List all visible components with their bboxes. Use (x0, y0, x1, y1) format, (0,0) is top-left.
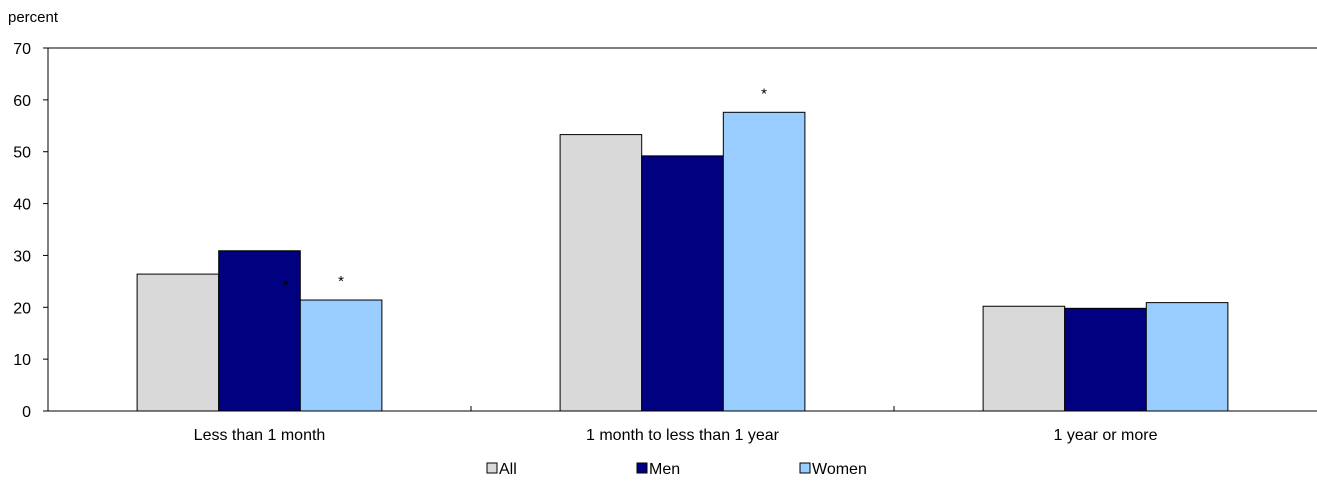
legend: All Men Women (486, 461, 867, 478)
x-tick-label: Less than 1 month (194, 427, 326, 444)
y-axis-ticks: 0 10 20 30 40 50 60 70 (13, 41, 48, 421)
y-tick-label: 50 (13, 145, 31, 162)
axes (47, 47, 1317, 412)
bar-men-2 (1064, 307, 1147, 412)
bars (136, 111, 1229, 412)
x-tick-label: 1 year or more (1053, 427, 1157, 444)
legend-swatch-men (636, 462, 648, 474)
legend-label-all: All (499, 461, 517, 478)
legend-label-men: Men (649, 461, 680, 478)
significance-marker: * (338, 273, 344, 290)
y-tick-label: 30 (13, 248, 31, 265)
bar-women-0 (299, 299, 383, 412)
y-tick-label: 0 (22, 404, 31, 421)
bar-women-2 (1145, 302, 1229, 412)
bar-all-0 (136, 273, 220, 412)
y-tick-label: 40 (13, 197, 31, 214)
bar-all-2 (982, 305, 1066, 412)
significance-marker: * (283, 277, 289, 294)
y-tick-label: 20 (13, 300, 31, 317)
legend-label-women: Women (812, 461, 867, 478)
y-tick-label: 70 (13, 41, 31, 58)
legend-swatch-all (486, 462, 498, 474)
y-tick-label: 10 (13, 352, 31, 369)
x-axis-ticks: Less than 1 month 1 month to less than 1 … (194, 427, 1158, 444)
bar-men-1 (641, 155, 724, 412)
annotations: * * * (283, 85, 767, 294)
legend-swatch-women (799, 462, 811, 474)
bar-women-1 (722, 111, 806, 412)
significance-marker: * (761, 85, 767, 102)
y-tick-label: 60 (13, 93, 31, 110)
bar-men-0 (218, 250, 301, 412)
y-axis-label: percent (8, 9, 59, 26)
x-tick-label: 1 month to less than 1 year (586, 427, 780, 444)
bar-all-1 (559, 134, 643, 412)
